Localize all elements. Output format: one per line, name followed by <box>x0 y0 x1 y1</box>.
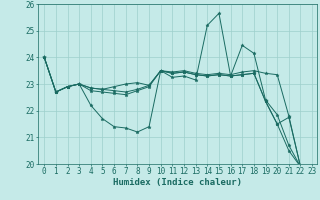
X-axis label: Humidex (Indice chaleur): Humidex (Indice chaleur) <box>113 178 242 187</box>
